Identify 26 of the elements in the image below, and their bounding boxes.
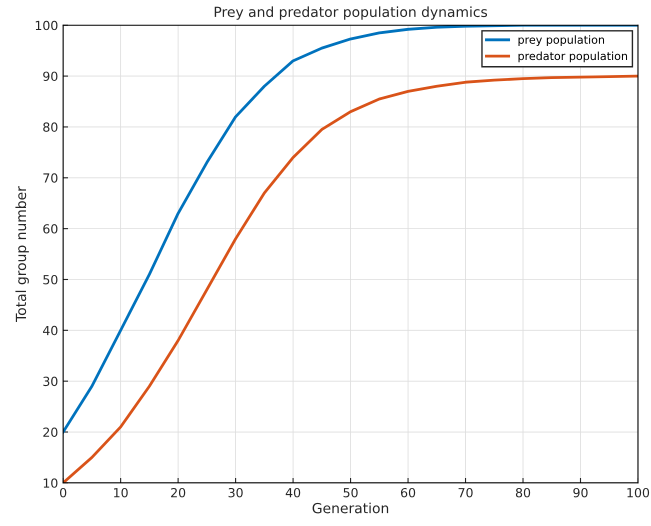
y-tick-label: 100 — [36, 20, 58, 30]
x-axis-title: Generation — [312, 502, 388, 514]
y-tick-label: 40 — [42, 326, 58, 336]
y-tick-label: 60 — [43, 224, 58, 234]
x-tick-label: 80 — [516, 488, 530, 498]
legend-label: prey population — [518, 35, 604, 46]
x-tick-label: 50 — [344, 488, 358, 498]
x-tick-label: 70 — [458, 488, 473, 498]
x-tick-label: 30 — [228, 488, 243, 498]
y-tick-label: 90 — [43, 72, 58, 82]
y-tick-label: 10 — [44, 478, 58, 488]
y-tick-label: 80 — [43, 122, 58, 132]
y-tick-label: 50 — [43, 274, 58, 284]
chart-title: Prey and predator population dynamics — [214, 6, 488, 20]
x-tick-label: 60 — [400, 488, 416, 498]
y-tick-label: 70 — [43, 173, 58, 183]
y-axis-title: Total group number — [15, 186, 29, 322]
x-tick-label: 40 — [286, 488, 300, 498]
x-tick-label: 0 — [60, 488, 66, 498]
legend-label: predator population — [518, 52, 628, 62]
y-tick-label: 30 — [43, 376, 58, 386]
x-tick-label: 20 — [171, 488, 186, 498]
x-tick-label: 10 — [114, 488, 128, 498]
x-tick-label: 100 — [627, 488, 650, 498]
y-tick-label: 20 — [43, 427, 58, 437]
x-tick-label: 90 — [573, 488, 588, 498]
